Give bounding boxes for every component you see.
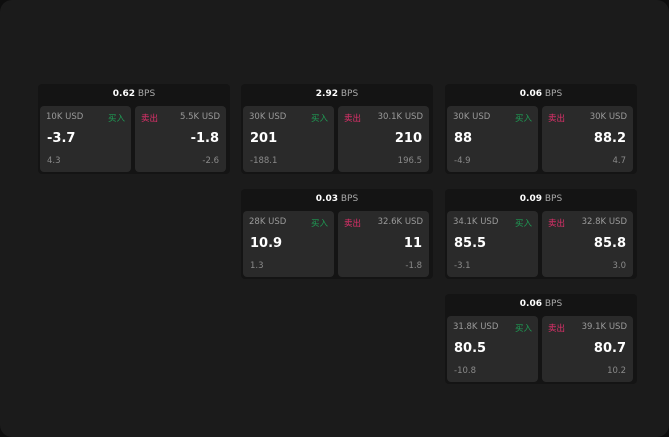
buy-size: 10K USD (46, 112, 84, 122)
buy-quote[interactable]: 30K USD 买入 88 -4.9 (447, 106, 538, 172)
spread-header: 0.62 BPS (38, 84, 230, 105)
spread-unit: BPS (340, 194, 359, 204)
quote-card: 2.92 BPS 30K USD 买入 201 -188.1 30.1K USD… (241, 84, 433, 174)
buy-quote[interactable]: 28K USD 买入 10.9 1.3 (243, 211, 334, 277)
buy-size: 30K USD (249, 112, 287, 122)
spread-header: 2.92 BPS (241, 84, 433, 105)
spread-value: 0.06 (519, 89, 542, 99)
sell-label: 卖出 (548, 219, 566, 229)
spread-unit: BPS (137, 89, 156, 99)
sell-size: 32.8K USD (581, 217, 627, 227)
buy-label: 买入 (514, 219, 532, 229)
buy-change: -10.8 (454, 366, 476, 376)
sell-size: 39.1K USD (581, 322, 627, 332)
spread-unit: BPS (544, 299, 563, 309)
sell-quote[interactable]: 30K USD 卖出 88.2 4.7 (542, 106, 633, 172)
spread-header: 0.03 BPS (241, 189, 433, 210)
sell-quote[interactable]: 32.6K USD 卖出 11 -1.8 (338, 211, 429, 277)
buy-quote[interactable]: 34.1K USD 买入 85.5 -3.1 (447, 211, 538, 277)
buy-label: 买入 (514, 324, 532, 334)
sell-price: 11 (403, 236, 422, 251)
spread-unit: BPS (544, 194, 563, 204)
sell-quote[interactable]: 30.1K USD 卖出 210 196.5 (338, 106, 429, 172)
quote-card: 0.03 BPS 28K USD 买入 10.9 1.3 32.6K USD 卖… (241, 189, 433, 279)
sell-price: 80.7 (593, 341, 626, 356)
spread-value: 0.06 (519, 299, 542, 309)
sell-label: 卖出 (141, 114, 159, 124)
sell-price: 88.2 (593, 131, 626, 146)
buy-size: 31.8K USD (453, 322, 499, 332)
buy-price: -3.7 (47, 131, 76, 146)
spread-unit: BPS (340, 89, 359, 99)
spread-header: 0.06 BPS (445, 84, 637, 105)
buy-label: 买入 (310, 219, 328, 229)
buy-label: 买入 (310, 114, 328, 124)
sell-quote[interactable]: 39.1K USD 卖出 80.7 10.2 (542, 316, 633, 382)
spread-value: 0.62 (112, 89, 135, 99)
buy-change: 1.3 (250, 261, 264, 271)
buy-size: 34.1K USD (453, 217, 499, 227)
sell-change: 4.7 (612, 156, 626, 166)
sell-label: 卖出 (344, 219, 362, 229)
spread-header: 0.06 BPS (445, 294, 637, 315)
quote-card: 0.09 BPS 34.1K USD 买入 85.5 -3.1 32.8K US… (445, 189, 637, 279)
sell-price: -1.8 (190, 131, 219, 146)
sell-change: -2.6 (202, 156, 219, 166)
buy-quote[interactable]: 31.8K USD 买入 80.5 -10.8 (447, 316, 538, 382)
buy-quote[interactable]: 30K USD 买入 201 -188.1 (243, 106, 334, 172)
buy-quote[interactable]: 10K USD 买入 -3.7 4.3 (40, 106, 131, 172)
buy-change: 4.3 (47, 156, 61, 166)
buy-price: 10.9 (250, 236, 283, 251)
sell-price: 210 (394, 131, 422, 146)
buy-price: 201 (250, 131, 278, 146)
sell-quote[interactable]: 5.5K USD 卖出 -1.8 -2.6 (135, 106, 226, 172)
buy-price: 88 (454, 131, 473, 146)
sell-size: 30.1K USD (377, 112, 423, 122)
sell-size: 5.5K USD (180, 112, 220, 122)
sell-change: -1.8 (405, 261, 422, 271)
buy-label: 买入 (514, 114, 532, 124)
sell-label: 卖出 (548, 324, 566, 334)
quote-card: 0.62 BPS 10K USD 买入 -3.7 4.3 5.5K USD 卖出… (38, 84, 230, 174)
buy-price: 80.5 (454, 341, 487, 356)
sell-change: 10.2 (607, 366, 626, 376)
spread-value: 0.09 (519, 194, 542, 204)
sell-change: 3.0 (612, 261, 626, 271)
spread-value: 2.92 (315, 89, 338, 99)
sell-size: 32.6K USD (377, 217, 423, 227)
buy-label: 买入 (107, 114, 125, 124)
buy-price: 85.5 (454, 236, 487, 251)
buy-change: -188.1 (250, 156, 278, 166)
sell-label: 卖出 (344, 114, 362, 124)
quote-card: 0.06 BPS 31.8K USD 买入 80.5 -10.8 39.1K U… (445, 294, 637, 384)
sell-size: 30K USD (589, 112, 627, 122)
sell-price: 85.8 (593, 236, 626, 251)
sell-quote[interactable]: 32.8K USD 卖出 85.8 3.0 (542, 211, 633, 277)
buy-change: -3.1 (454, 261, 471, 271)
buy-size: 30K USD (453, 112, 491, 122)
spread-unit: BPS (544, 89, 563, 99)
sell-label: 卖出 (548, 114, 566, 124)
buy-change: -4.9 (454, 156, 471, 166)
quote-card: 0.06 BPS 30K USD 买入 88 -4.9 30K USD 卖出 8… (445, 84, 637, 174)
sell-change: 196.5 (397, 156, 422, 166)
spread-header: 0.09 BPS (445, 189, 637, 210)
buy-size: 28K USD (249, 217, 287, 227)
spread-value: 0.03 (315, 194, 338, 204)
